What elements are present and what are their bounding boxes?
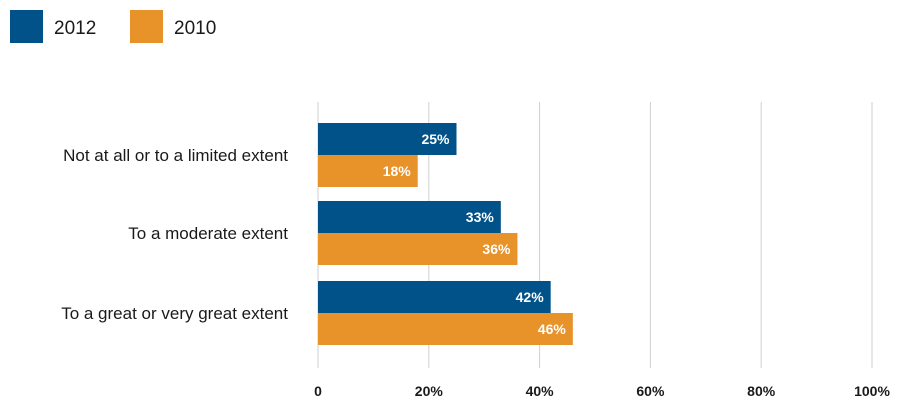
legend-label-2010: 2010: [174, 18, 216, 39]
data-label-2010-0: 18%: [383, 163, 412, 179]
category-label-2: To a great or very great extent: [61, 304, 288, 323]
x-tick-label-3: 60%: [636, 383, 665, 398]
data-label-2010-2: 46%: [538, 321, 567, 337]
data-labels: 25% 18% 33% 36% 42% 46%: [383, 131, 567, 337]
bar-2012-2: [318, 281, 551, 313]
data-label-2012-1: 33%: [466, 209, 495, 225]
category-label-0: Not at all or to a limited extent: [63, 146, 288, 165]
x-tick-label-5: 100%: [854, 383, 890, 398]
x-tick-label-2: 40%: [526, 383, 555, 398]
data-label-2012-2: 42%: [516, 289, 545, 305]
bar-2012-1: [318, 201, 501, 233]
bar-2012-0: [318, 123, 457, 155]
category-labels: Not at all or to a limited extent To a mo…: [61, 146, 288, 323]
bar-2010-2: [318, 313, 573, 345]
bar-2010-0: [318, 155, 418, 187]
legend-swatch-2010: [130, 10, 163, 43]
x-tick-label-1: 20%: [415, 383, 444, 398]
data-label-2012-0: 25%: [421, 131, 450, 147]
legend-swatch-2012: [10, 10, 43, 43]
x-axis-ticks: 0 20% 40% 60% 80% 100%: [314, 383, 890, 398]
x-tick-label-4: 80%: [747, 383, 776, 398]
data-label-2010-1: 36%: [482, 241, 511, 257]
category-label-1: To a moderate extent: [128, 224, 288, 243]
legend: 2012 2010: [10, 10, 216, 43]
legend-label-2012: 2012: [54, 18, 96, 39]
bar-2010-1: [318, 233, 518, 265]
x-tick-label-0: 0: [314, 383, 322, 398]
bars: [318, 123, 573, 345]
